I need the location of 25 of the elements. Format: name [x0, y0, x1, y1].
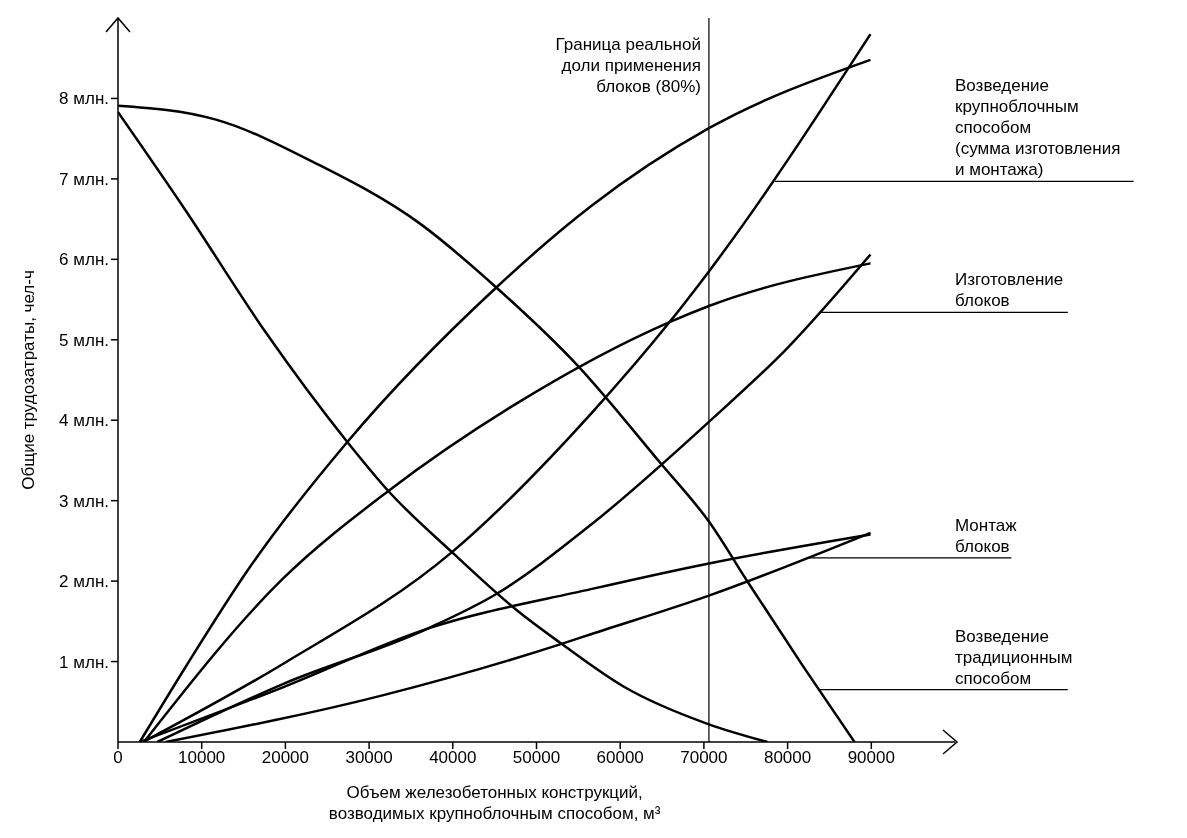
- x-tick-label: 70000: [680, 748, 728, 768]
- y-tick-label: 2 млн.: [59, 572, 109, 592]
- x-tick-label: 80000: [763, 748, 812, 768]
- y-tick-label: 7 млн.: [59, 169, 109, 189]
- x-tick-label: 20000: [261, 748, 310, 768]
- x-tick-label: 30000: [345, 748, 393, 768]
- annotation: Возведение традиционным способом: [955, 626, 1073, 688]
- annotation: Возведение крупноблочным способом (сумма изготовления и монтажа): [955, 76, 1121, 180]
- x-tick-label: 40000: [429, 748, 477, 768]
- y-axis-title: Общие трудозатраты, чел-ч: [19, 270, 38, 490]
- x-tick-label: 60000: [596, 748, 644, 768]
- y-tick-label: 5 млн.: [59, 330, 109, 350]
- y-tick-label: 4 млн.: [59, 411, 109, 431]
- annotation: Монтаж блоков: [955, 515, 1018, 556]
- x-tick-label: 90000: [847, 748, 895, 768]
- y-tick-label: 6 млн.: [59, 250, 109, 270]
- x-axis-title: Объем железобетонных конструкций, возводимых крупноблочным способом, м³: [328, 783, 661, 823]
- x-tick-label: 50000: [512, 748, 561, 768]
- annotation: Изготовление блоков: [955, 270, 1064, 311]
- y-tick-label: 3 млн.: [59, 491, 109, 511]
- y-tick-label: 8 млн.: [59, 89, 109, 109]
- y-tick-label: 1 млн.: [59, 652, 109, 672]
- x-tick-label: 10000: [178, 748, 226, 768]
- x-tick-label: 0: [113, 748, 123, 768]
- ref-line-label: Граница реальной доли применения блоков (80%): [555, 35, 701, 96]
